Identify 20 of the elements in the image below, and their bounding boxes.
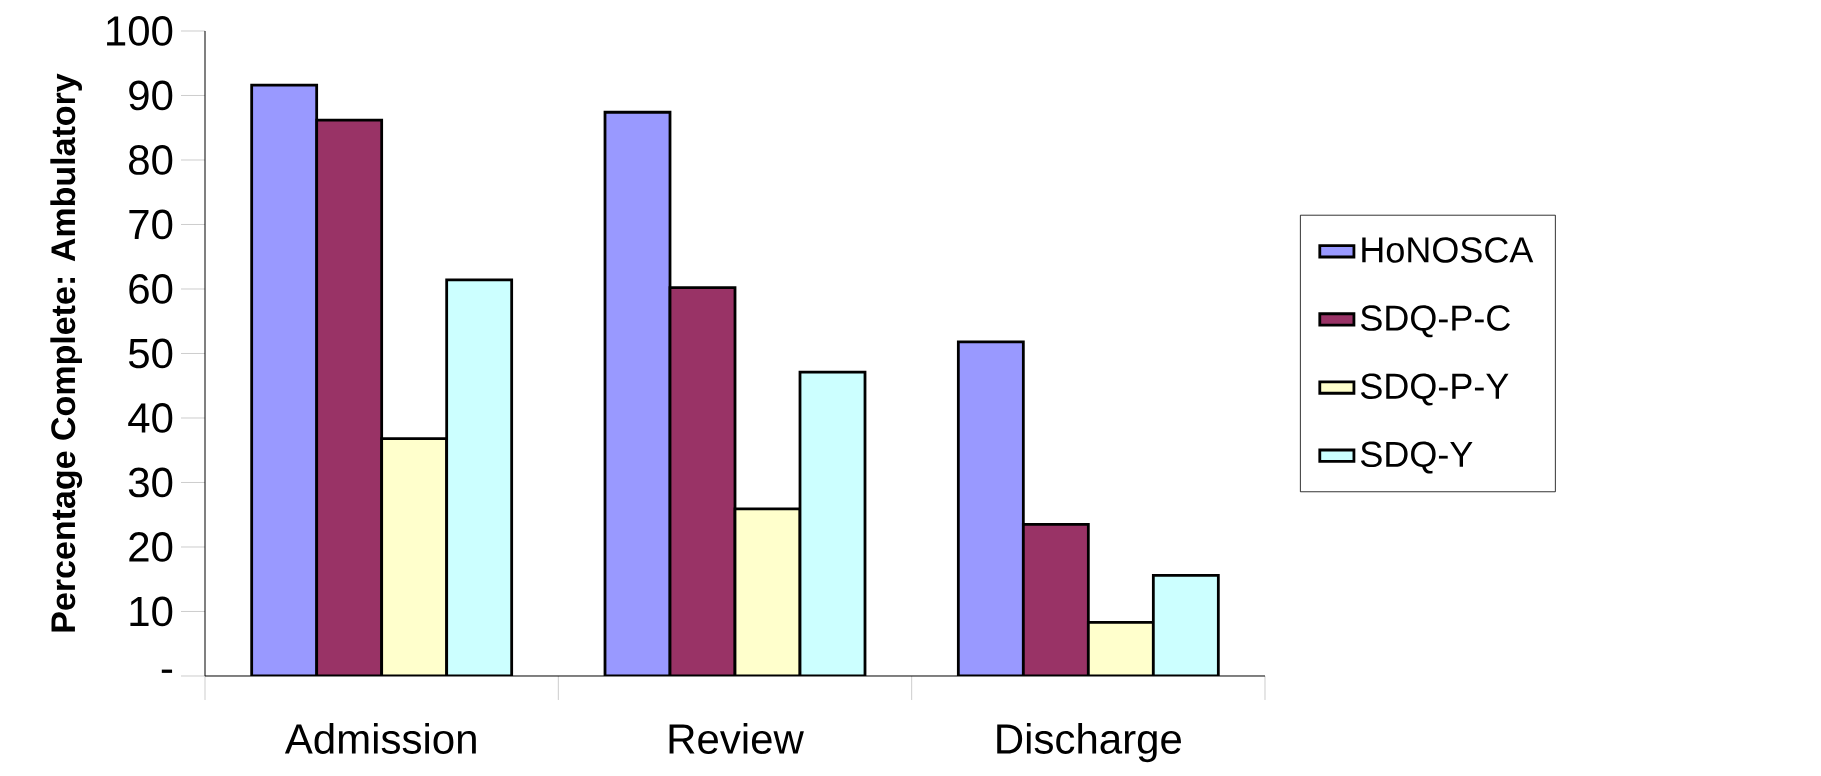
x-tick-label: Review bbox=[669, 723, 804, 754]
y-tick-label: 60 bbox=[129, 274, 173, 304]
y-tick-label: - bbox=[161, 669, 173, 673]
bar bbox=[733, 507, 802, 676]
y-axis-title: Percentage Complete: Ambulatory bbox=[50, 73, 83, 632]
legend-label: HoNOSCA bbox=[1362, 237, 1534, 263]
y-tick-label: 30 bbox=[128, 467, 173, 498]
y-tick-label: 90 bbox=[129, 80, 173, 111]
legend-label: SDQ-P-Y bbox=[1360, 373, 1509, 406]
y-tick-label: 10 bbox=[130, 596, 173, 627]
x-tick-label: Discharge bbox=[997, 723, 1181, 763]
legend-label: SDQ-P-C bbox=[1360, 305, 1510, 338]
legend-label: SDQ-Y bbox=[1360, 441, 1473, 474]
y-tick-label: 40 bbox=[128, 403, 173, 433]
y-tick-label: 70 bbox=[129, 209, 173, 240]
y-tick-label: 80 bbox=[129, 145, 173, 175]
y-tick-label: 20 bbox=[129, 532, 173, 562]
x-tick-label: Admission bbox=[284, 723, 476, 754]
y-tick-label: 50 bbox=[128, 338, 173, 369]
y-tick-label: 100 bbox=[107, 16, 173, 46]
